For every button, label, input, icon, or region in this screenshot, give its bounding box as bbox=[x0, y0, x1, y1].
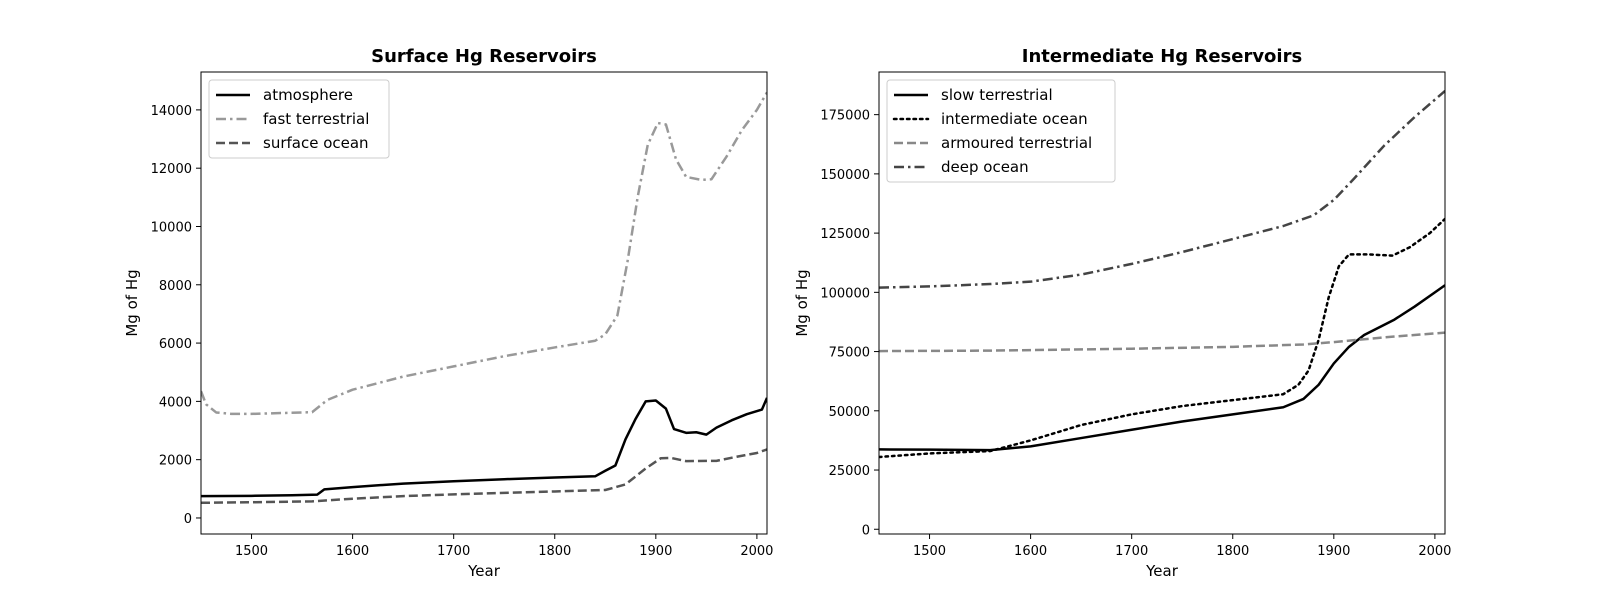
series-group bbox=[879, 90, 1445, 459]
legend: slow terrestrial intermediate ocean armour… bbox=[886, 79, 1116, 183]
plot-frame bbox=[878, 71, 1446, 535]
series-line-armoured-terrestrial bbox=[879, 331, 1445, 353]
y-tick-label: 6000 bbox=[159, 337, 192, 352]
y-tick-label: 125000 bbox=[820, 227, 870, 242]
y-tick-label: 0 bbox=[184, 512, 192, 527]
chart-title: Intermediate Hg Reservoirs bbox=[1022, 46, 1302, 67]
x-tick-label: 2000 bbox=[740, 544, 773, 559]
legend-label: armoured terrestrial bbox=[941, 134, 1092, 152]
legend-box bbox=[208, 79, 390, 159]
y-tick-label: 8000 bbox=[159, 279, 192, 294]
series-group bbox=[201, 91, 767, 505]
x-tick-label: 1700 bbox=[1115, 544, 1148, 559]
legend: atmosphere fast terrestrial surface ocean bbox=[208, 79, 390, 159]
x-axis-label: Year bbox=[1145, 562, 1179, 580]
legend-label: intermediate ocean bbox=[941, 110, 1088, 128]
legend-box bbox=[886, 79, 1116, 183]
legend-label: fast terrestrial bbox=[263, 110, 369, 128]
y-tick-label: 0 bbox=[862, 523, 870, 538]
legend-label: surface ocean bbox=[263, 134, 369, 152]
x-axis-label: Year bbox=[467, 562, 501, 580]
series-line-fast-terrestrial bbox=[201, 91, 767, 416]
y-tick-label: 75000 bbox=[829, 346, 870, 361]
y-axis-label: Mg of Hg bbox=[793, 269, 811, 336]
x-tick-label: 1700 bbox=[437, 544, 470, 559]
series-line-intermediate-ocean bbox=[879, 217, 1445, 459]
chart-title: Surface Hg Reservoirs bbox=[371, 46, 597, 67]
y-tick-label: 14000 bbox=[151, 104, 192, 119]
plot-frame bbox=[200, 71, 768, 535]
y-tick-label: 150000 bbox=[820, 168, 870, 183]
series-line-slow-terrestrial bbox=[879, 284, 1445, 452]
series-line-deep-ocean bbox=[879, 90, 1445, 289]
x-tick-label: 1800 bbox=[538, 544, 571, 559]
y-tick-label: 50000 bbox=[829, 405, 870, 420]
series-line-atmosphere bbox=[201, 397, 767, 498]
y-axis-label: Mg of Hg bbox=[123, 269, 141, 336]
x-tick-label: 1900 bbox=[1317, 544, 1350, 559]
y-tick-label: 175000 bbox=[820, 109, 870, 124]
y-tick-label: 12000 bbox=[151, 162, 192, 177]
y-tick-label: 2000 bbox=[159, 454, 192, 469]
legend-label: deep ocean bbox=[941, 158, 1029, 176]
x-tick-label: 1800 bbox=[1216, 544, 1249, 559]
y-tick-label: 100000 bbox=[820, 286, 870, 301]
y-tick-label: 10000 bbox=[151, 220, 192, 235]
intermediate-hg-panel: 1500 1600 1700 1800 1900 2000 0 25000 50000 75000… bbox=[793, 46, 1451, 580]
x-tick-label: 1900 bbox=[639, 544, 672, 559]
series-line-surface-ocean bbox=[201, 448, 767, 505]
x-tick-label: 1500 bbox=[235, 544, 268, 559]
x-tick-label: 1600 bbox=[336, 544, 369, 559]
x-tick-label: 1600 bbox=[1014, 544, 1047, 559]
y-tick-label: 4000 bbox=[159, 395, 192, 410]
legend-label: atmosphere bbox=[263, 86, 353, 104]
x-tick-label: 1500 bbox=[913, 544, 946, 559]
x-tick-label: 2000 bbox=[1418, 544, 1451, 559]
surface-hg-panel: 1500 1600 1700 1800 1900 2000 0 2000 4000 6000 800… bbox=[123, 46, 773, 580]
y-tick-label: 25000 bbox=[829, 464, 870, 479]
legend-label: slow terrestrial bbox=[941, 86, 1053, 104]
